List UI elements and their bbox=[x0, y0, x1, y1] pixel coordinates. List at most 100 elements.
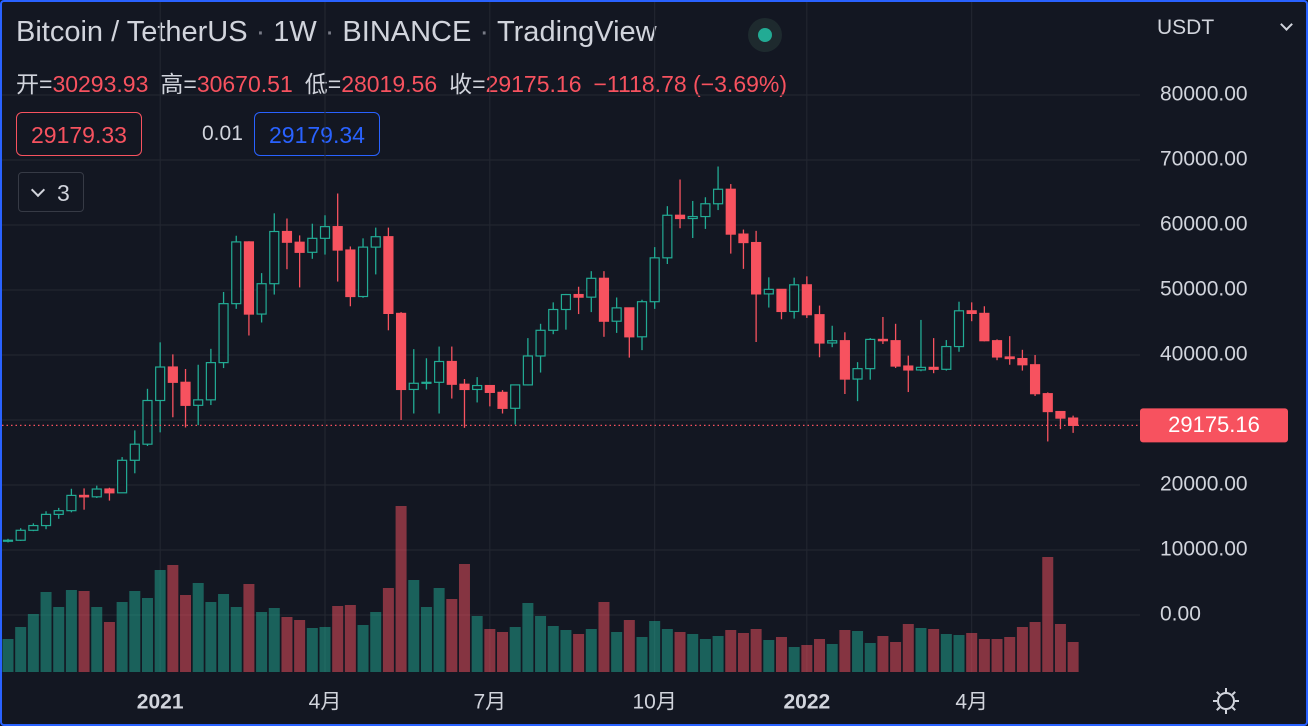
volume-bar bbox=[458, 564, 470, 672]
candle-body bbox=[78, 494, 90, 498]
candle-body bbox=[294, 241, 305, 253]
y-tick-label: 70000.00 bbox=[1160, 148, 1248, 171]
candle-body bbox=[66, 494, 77, 512]
volume-bar bbox=[978, 639, 990, 672]
x-tick-label: 2021 bbox=[137, 691, 184, 714]
exchange: BINANCE bbox=[342, 16, 472, 48]
sell-button[interactable]: 29179.33 bbox=[16, 112, 142, 156]
candle-body bbox=[345, 249, 356, 298]
last-price-box bbox=[1140, 408, 1288, 443]
candle-body bbox=[839, 340, 850, 380]
volume-bar bbox=[167, 565, 179, 672]
candle-body bbox=[1017, 357, 1028, 366]
candle-body bbox=[522, 355, 533, 386]
source: TradingView bbox=[497, 16, 657, 48]
volume-bar bbox=[750, 629, 762, 672]
volume-bar bbox=[408, 580, 420, 672]
candle-body bbox=[243, 241, 255, 315]
volume-bar bbox=[953, 635, 965, 672]
volume-bar bbox=[902, 624, 914, 672]
settings-tooth bbox=[1216, 706, 1221, 711]
settings-icon[interactable] bbox=[1213, 688, 1239, 714]
settings-gear bbox=[1217, 692, 1235, 710]
candle-body bbox=[2, 539, 14, 542]
volume-bar bbox=[218, 594, 230, 672]
candle-body bbox=[915, 366, 927, 371]
volume-bar bbox=[839, 630, 851, 672]
candle-body bbox=[256, 283, 267, 315]
candle-body bbox=[117, 459, 128, 494]
volume-bar bbox=[674, 632, 686, 672]
candle-body bbox=[890, 340, 901, 367]
volume-bar bbox=[763, 640, 775, 672]
indicator-toggle[interactable]: 3 bbox=[18, 172, 84, 212]
symbol[interactable]: Bitcoin / TetherUS bbox=[16, 16, 248, 48]
volume-bar bbox=[129, 591, 141, 672]
volume-bar bbox=[433, 588, 445, 672]
candle-body bbox=[966, 310, 977, 315]
candle-body bbox=[510, 384, 521, 409]
x-tick-label: 4月 bbox=[309, 691, 342, 714]
volume-bar bbox=[294, 620, 306, 672]
candle-body bbox=[497, 391, 508, 409]
y-tick-label: 60000.00 bbox=[1160, 213, 1248, 236]
volume-bar bbox=[91, 607, 103, 672]
y-tick-label: 10000.00 bbox=[1160, 538, 1248, 561]
y-tick-label: 80000.00 bbox=[1160, 83, 1248, 106]
volume-bar bbox=[2, 639, 14, 672]
candle-body bbox=[662, 214, 673, 259]
volume-bar bbox=[1004, 637, 1016, 672]
candle-body bbox=[801, 284, 812, 316]
y-tick-label: 40000.00 bbox=[1160, 343, 1248, 366]
candle-body bbox=[814, 314, 825, 344]
volume-bar bbox=[560, 630, 572, 672]
symbol-title: Bitcoin / TetherUS · 1W · BINANCE · TradingVie… bbox=[16, 16, 657, 48]
settings-tooth bbox=[1216, 691, 1221, 696]
volume-bar bbox=[649, 621, 661, 672]
y-tick-label: 50000.00 bbox=[1160, 278, 1248, 301]
market-status[interactable] bbox=[748, 18, 782, 52]
volume-bar bbox=[1042, 557, 1054, 672]
candle-body bbox=[776, 288, 787, 313]
candle-body bbox=[40, 513, 52, 527]
volume-bar bbox=[636, 637, 648, 672]
volume-bar bbox=[940, 634, 952, 672]
candle-body bbox=[446, 360, 457, 385]
candle-body bbox=[624, 307, 635, 338]
x-tick-label: 2022 bbox=[783, 691, 830, 714]
change: −1118.78 (−3.69%) bbox=[593, 71, 788, 97]
candle-body bbox=[193, 399, 204, 406]
candle-body bbox=[269, 230, 280, 285]
candle-body bbox=[979, 312, 990, 342]
volume-bar bbox=[966, 633, 978, 672]
candle-body bbox=[725, 188, 736, 235]
candle-body bbox=[1068, 417, 1079, 426]
volume-bar bbox=[699, 639, 711, 672]
candle-body bbox=[142, 399, 153, 445]
candle-body bbox=[155, 366, 166, 402]
volume-bar bbox=[306, 628, 318, 672]
candle-body bbox=[104, 488, 115, 494]
volume-bar bbox=[15, 627, 27, 672]
buy-button[interactable]: 29179.34 bbox=[254, 112, 380, 156]
volume-bar bbox=[484, 629, 496, 672]
open-value: 30293.93 bbox=[52, 71, 149, 97]
volume-bar bbox=[40, 592, 52, 672]
candle-body bbox=[15, 529, 26, 541]
candle-body bbox=[383, 236, 394, 315]
interval[interactable]: 1W bbox=[273, 16, 317, 48]
currency[interactable]: USDT bbox=[1157, 16, 1215, 39]
candle-body bbox=[674, 214, 686, 220]
candle-body bbox=[129, 443, 140, 461]
volume-bar bbox=[877, 636, 889, 672]
volume-bar bbox=[180, 595, 192, 672]
volume-bar bbox=[864, 643, 876, 672]
candle-body bbox=[180, 381, 191, 406]
x-tick-label: 7月 bbox=[473, 691, 506, 714]
candle-body bbox=[1029, 364, 1041, 395]
volume-bar bbox=[382, 588, 394, 672]
candle-body bbox=[763, 288, 774, 295]
volume-bar bbox=[395, 506, 407, 672]
candle-body bbox=[827, 340, 838, 344]
